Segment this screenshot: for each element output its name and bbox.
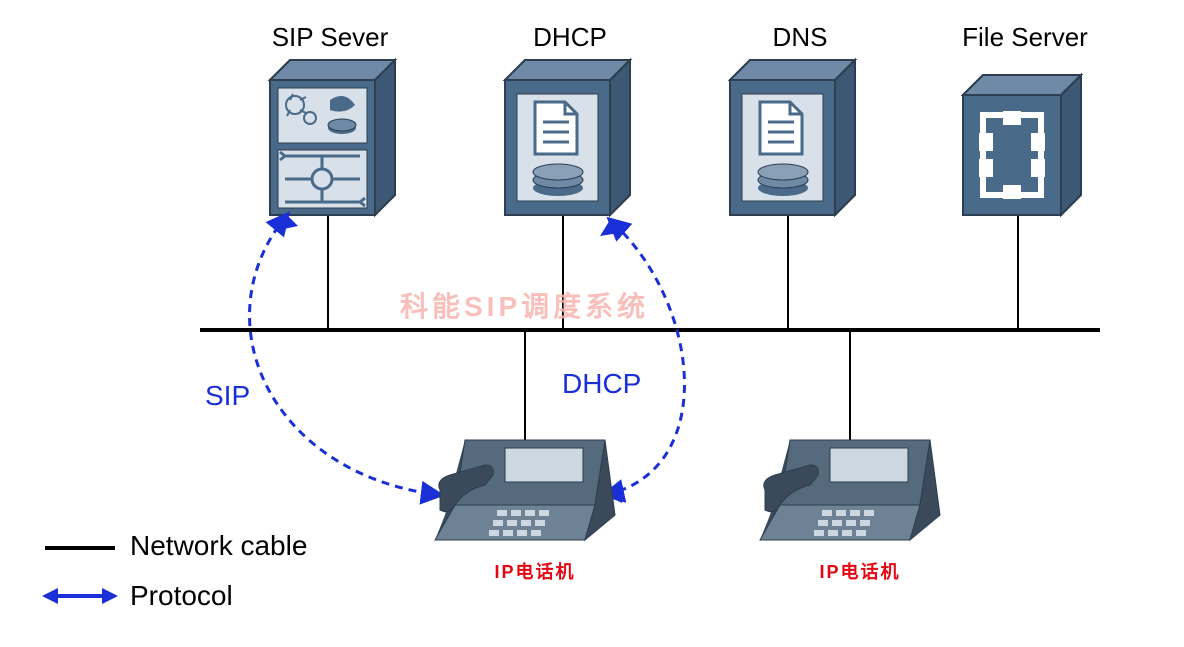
server-dns-icon xyxy=(730,60,855,215)
phone1-icon xyxy=(435,440,615,540)
proto-label-dhcp: DHCP xyxy=(562,368,641,400)
legend-protocol: Protocol xyxy=(130,580,233,612)
legend-network-cable: Network cable xyxy=(130,530,307,562)
proto-label-sip: SIP xyxy=(205,380,250,412)
label-dns: DNS xyxy=(710,22,890,53)
phone2-label: IP电话机 xyxy=(770,558,950,584)
watermark-text: 科能SIP调度系统 xyxy=(400,285,649,325)
phone1-label: IP电话机 xyxy=(445,558,625,584)
label-file: File Server xyxy=(935,22,1115,53)
server-file-icon xyxy=(963,75,1081,215)
dhcp-protocol-arc xyxy=(605,220,684,495)
server-dhcp-icon xyxy=(505,60,630,215)
sip-protocol-arc xyxy=(250,215,440,495)
label-dhcp: DHCP xyxy=(480,22,660,53)
phone2-icon xyxy=(760,440,940,540)
diagram-stage: SIP Sever DHCP DNS File Server 科能SIP调度系统… xyxy=(0,0,1184,647)
label-sip: SIP Sever xyxy=(240,22,420,53)
server-sip-icon xyxy=(270,60,395,215)
